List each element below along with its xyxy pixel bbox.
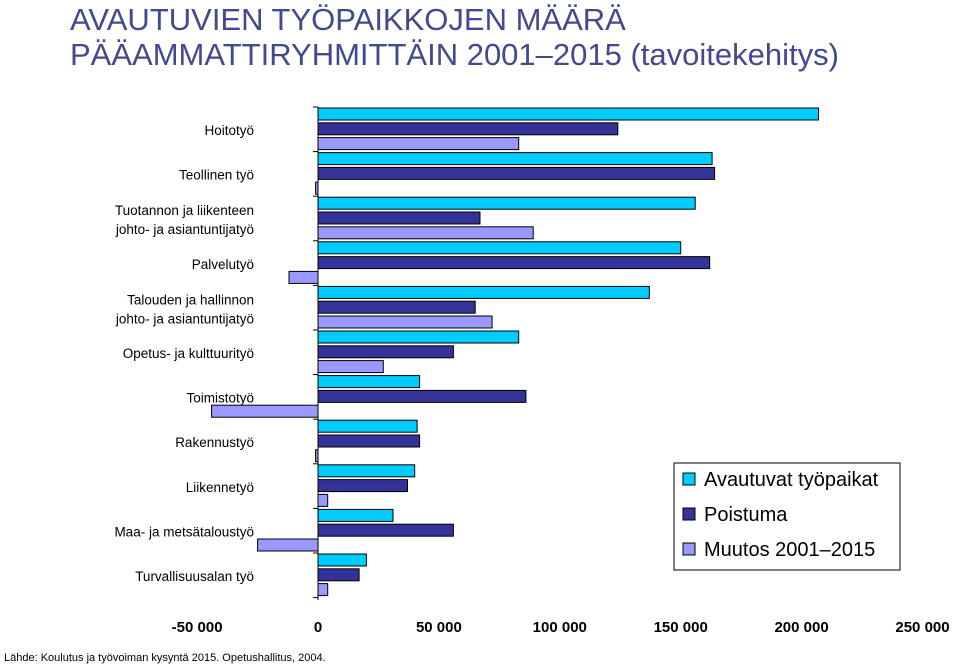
category-label: Tuotannon ja liikenteen johto- ja asiantu…: [115, 203, 254, 237]
bar-openings: [317, 553, 367, 567]
x-tick-label: 0: [314, 619, 322, 636]
x-tick-label: -50 000: [172, 619, 223, 636]
category-label: Talouden ja hallinnon johto- ja asiantunt…: [115, 292, 254, 326]
category-label: Palvelutyö: [192, 257, 254, 272]
bar-openings: [317, 330, 520, 344]
bar-attrition: [317, 211, 481, 225]
legend-label: Avautuvat työpaikat: [704, 469, 879, 491]
bar-openings: [317, 241, 682, 255]
category-label: Toimistotyö: [186, 391, 254, 406]
bar-openings: [317, 464, 416, 478]
legend-swatch: [682, 507, 696, 521]
bar-openings: [317, 196, 696, 210]
chart-title-line-2: PÄÄAMMATTIRYHMITTÄIN 2001–2015 (tavoitek…: [70, 37, 839, 72]
legend-label: Muutos 2001–2015: [704, 539, 875, 561]
category-label: Maa- ja metsätaloustyö: [114, 524, 254, 539]
legend-swatch: [682, 472, 696, 486]
x-tick-label: 100 000: [533, 619, 587, 636]
bar-change: [317, 583, 329, 597]
x-tick-label: 150 000: [654, 619, 708, 636]
category-label: Teollinen työ: [179, 168, 254, 183]
bar-attrition: [317, 345, 454, 359]
bar-change: [317, 360, 384, 374]
bar-openings: [317, 375, 421, 389]
x-tick-label: 50 000: [416, 619, 462, 636]
category-label: Liikennetyö: [186, 480, 254, 495]
bar-openings: [317, 285, 650, 299]
bar-openings: [317, 419, 418, 433]
bar-openings: [317, 508, 394, 522]
chart-title-line-1: AVAUTUVIEN TYÖPAIKKOJEN MÄÄRÄ: [70, 2, 626, 37]
bar-change: [317, 493, 329, 507]
legend-swatch: [682, 542, 696, 556]
category-label: Hoitotyö: [204, 123, 254, 138]
x-tick-label: 250 000: [895, 619, 949, 636]
bar-openings: [317, 152, 713, 166]
bar-change: [317, 315, 493, 329]
bar-attrition: [317, 479, 408, 493]
bar-openings: [317, 107, 819, 121]
bar-change: [317, 226, 534, 240]
category-label: Opetus- ja kulttuurityö: [123, 346, 254, 361]
source-note: Lähde: Koulutus ja työvoiman kysyntä 201…: [4, 652, 326, 664]
bar-attrition: [317, 523, 454, 537]
bar-attrition: [317, 166, 716, 180]
bar-attrition: [317, 256, 711, 270]
legend-box: [673, 462, 901, 571]
bar-change: [288, 270, 319, 284]
bar-change: [315, 449, 319, 463]
bar-attrition: [317, 389, 527, 403]
bar-attrition: [317, 434, 421, 448]
bar-change: [317, 137, 520, 151]
bar-change: [211, 404, 319, 418]
category-label: Turvallisuusalan työ: [135, 569, 254, 584]
bar-change: [315, 181, 319, 195]
category-label: Rakennustyö: [175, 435, 254, 450]
bar-attrition: [317, 122, 619, 136]
bar-attrition: [317, 300, 476, 314]
bar-attrition: [317, 568, 360, 582]
x-tick-label: 200 000: [774, 619, 828, 636]
bar-change: [257, 538, 319, 552]
legend-label: Poistuma: [704, 504, 788, 526]
